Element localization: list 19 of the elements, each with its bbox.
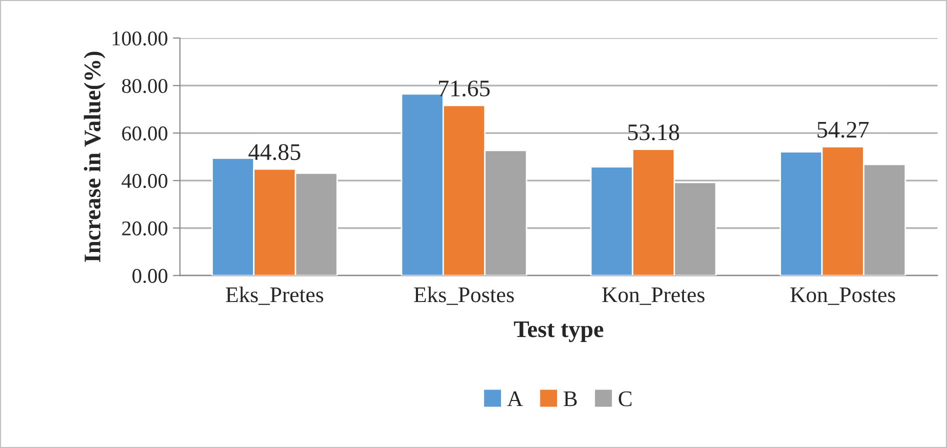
y-tick-label: 40.00 bbox=[122, 174, 168, 188]
x-tick-label: Kon_Postes bbox=[790, 288, 896, 305]
data-label: 53.18 bbox=[628, 124, 680, 140]
y-tick-label: 20.00 bbox=[122, 221, 168, 236]
x-tick-label: Kon_Pretes bbox=[602, 288, 704, 305]
x-tick-label: Eks_Postes bbox=[414, 286, 514, 305]
y-tick-label: 0.00 bbox=[132, 268, 168, 284]
data-label: 71.65 bbox=[439, 80, 490, 97]
x-tick-label: Eks_Pretes bbox=[226, 286, 324, 305]
legend-label: A bbox=[507, 391, 523, 406]
y-tick-label: 80.00 bbox=[122, 78, 168, 94]
data-label: 54.27 bbox=[818, 122, 869, 138]
data-label: 44.85 bbox=[248, 144, 300, 160]
legend-label: C bbox=[618, 391, 632, 406]
y-tick-label: 100.00 bbox=[112, 31, 168, 46]
x-axis-title: Test type bbox=[514, 322, 604, 342]
legend-label: B bbox=[564, 392, 577, 406]
y-axis-title: Increase in Value(%) bbox=[84, 52, 106, 262]
y-tick-label: 60.00 bbox=[122, 126, 168, 141]
